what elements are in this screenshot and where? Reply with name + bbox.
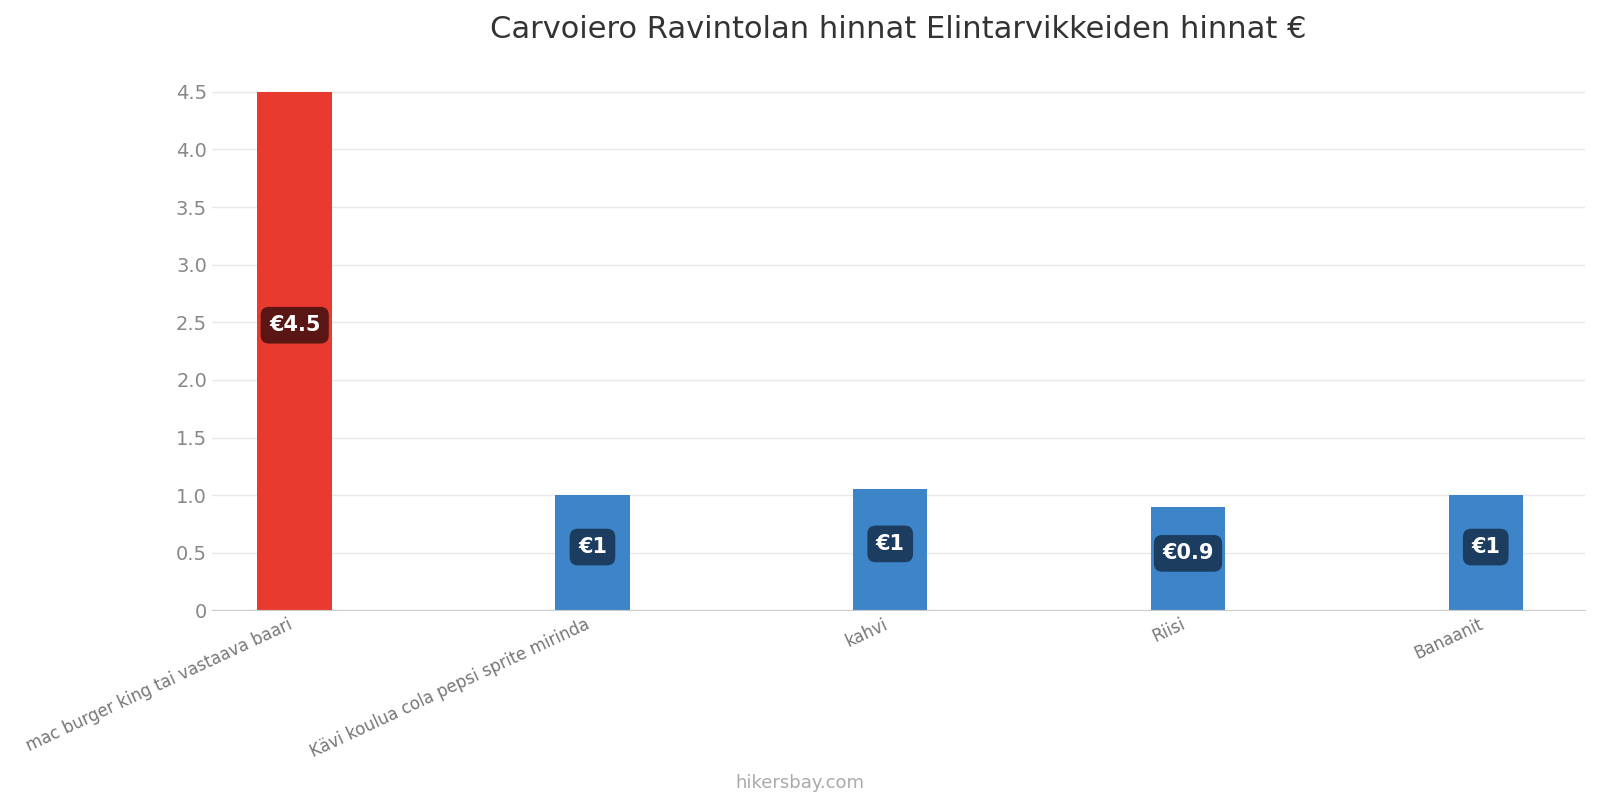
Bar bbox=[555, 495, 630, 610]
Text: €4.5: €4.5 bbox=[269, 315, 320, 335]
Title: Carvoiero Ravintolan hinnat Elintarvikkeiden hinnat €: Carvoiero Ravintolan hinnat Elintarvikke… bbox=[490, 15, 1307, 44]
Text: €1: €1 bbox=[578, 537, 606, 557]
Text: €1: €1 bbox=[875, 534, 904, 554]
Bar bbox=[1150, 506, 1226, 610]
Text: €1: €1 bbox=[1472, 537, 1501, 557]
Bar bbox=[853, 490, 928, 610]
Text: €0.9: €0.9 bbox=[1162, 543, 1214, 563]
Bar bbox=[258, 92, 331, 610]
Bar bbox=[1448, 495, 1523, 610]
Text: hikersbay.com: hikersbay.com bbox=[736, 774, 864, 792]
